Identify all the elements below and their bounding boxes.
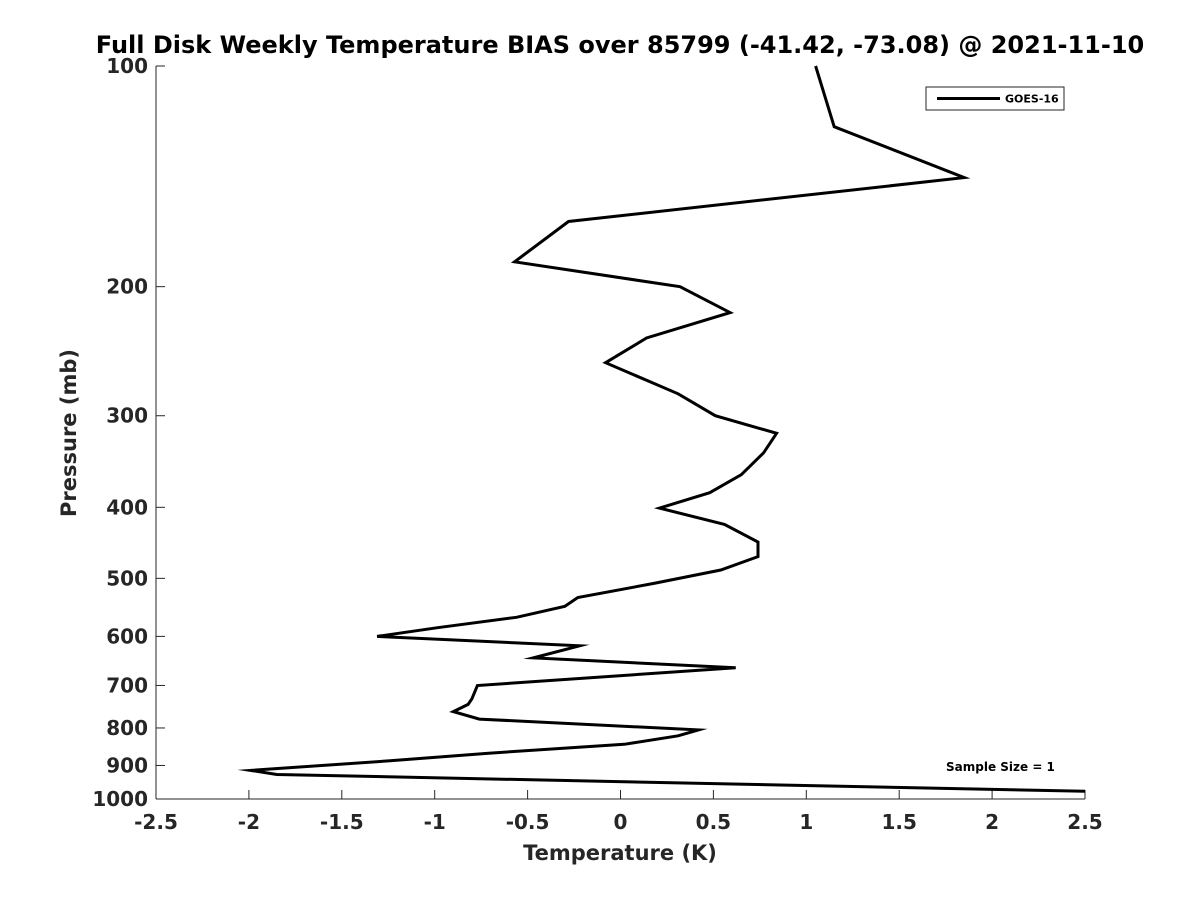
y-tick-label: 1000 [92,787,148,811]
x-axis-label: Temperature (K) [523,841,717,865]
y-tick-label: 200 [106,275,148,299]
series-group [237,65,1086,793]
legend: GOES-16 [925,86,1065,111]
y-axis-label: Pressure (mb) [57,349,81,517]
y-tick-label: 400 [106,495,148,519]
legend-label-goes-16: GOES-16 [1005,93,1059,106]
x-tick-label: 2 [985,810,999,834]
x-tick-label: -2 [238,810,260,834]
x-tick-label: -1 [424,810,446,834]
x-tick-label: 0.5 [696,810,731,834]
x-tick-label: 1 [799,810,813,834]
y-tick-label: 600 [106,624,148,648]
y-tick-label: 800 [106,716,148,740]
chart-title: Full Disk Weekly Temperature BIAS over 8… [96,31,1144,59]
y-tick-label: 300 [106,404,148,428]
plot-area [155,66,1085,800]
y-axis: 100 200 300 400 500 600 700 800 900 1000 [92,54,165,811]
x-tick-label: 0 [614,810,628,834]
x-tick-label: 2.5 [1067,810,1102,834]
x-tick-label: -0.5 [506,810,550,834]
y-tick-label: 700 [106,673,148,697]
y-tick-label: 900 [106,753,148,777]
y-tick-label: 500 [106,566,148,590]
x-tick-label: -2.5 [134,810,178,834]
series-line-goes-16 [237,65,1086,793]
x-axis: -2.5 -2 -1.5 -1 -0.5 0 0.5 1 1.5 2 2.5 [134,790,1103,834]
sample-size-annotation: Sample Size = 1 [946,760,1055,774]
x-tick-label: 1.5 [881,810,916,834]
y-tick-label: 100 [106,54,148,78]
x-tick-label: -1.5 [320,810,364,834]
